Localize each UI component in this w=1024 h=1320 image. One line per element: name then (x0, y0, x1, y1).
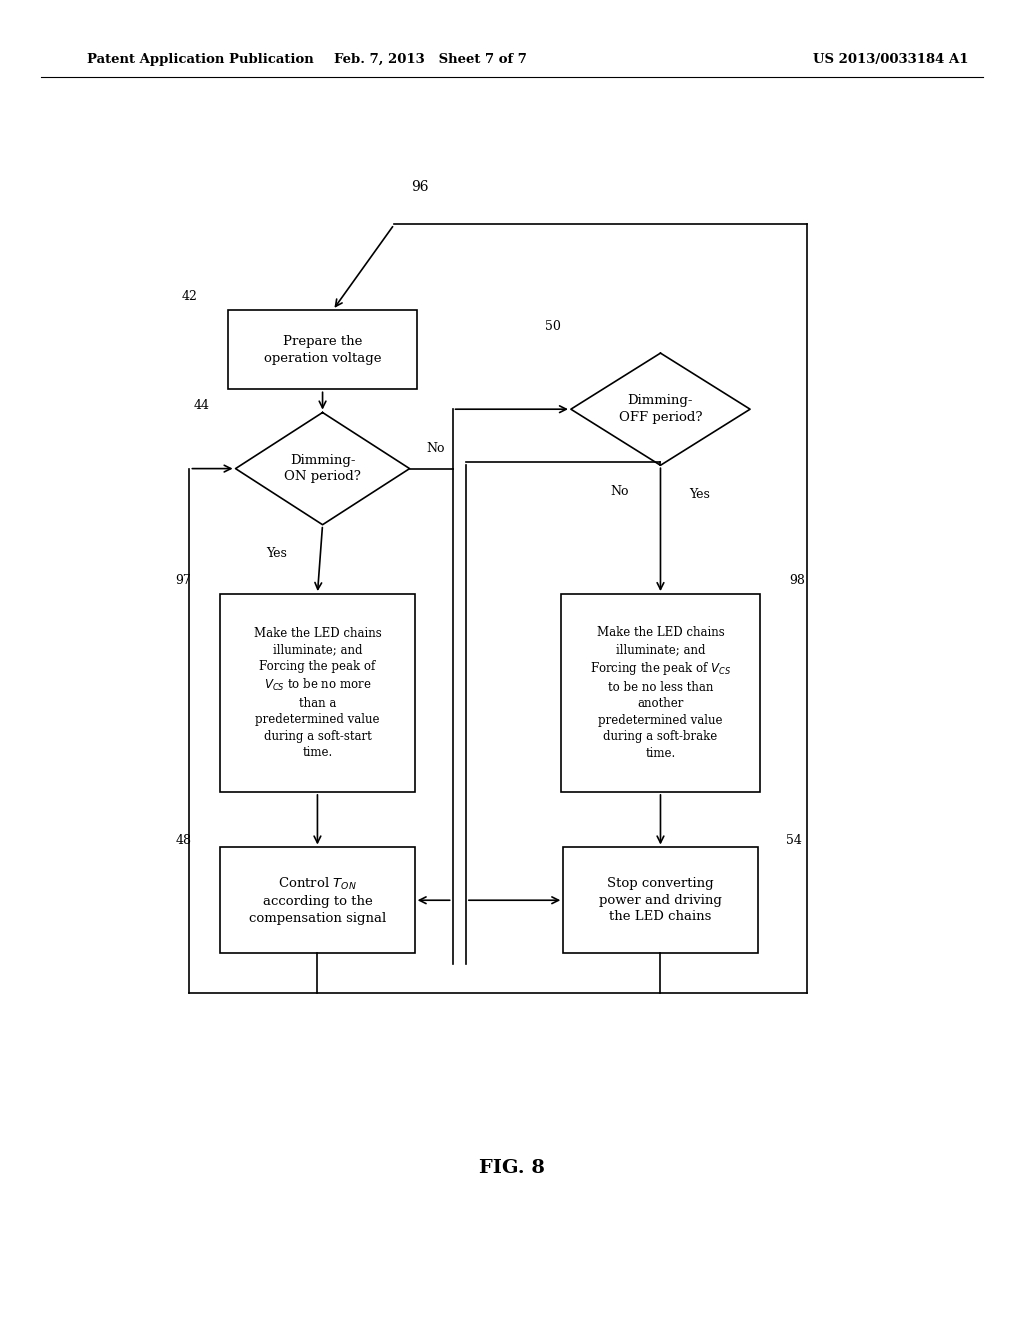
FancyBboxPatch shape (220, 847, 415, 953)
Text: Prepare the
operation voltage: Prepare the operation voltage (264, 335, 381, 364)
Text: 50: 50 (545, 321, 561, 333)
FancyBboxPatch shape (563, 847, 758, 953)
Text: 98: 98 (790, 574, 805, 587)
Text: Make the LED chains
illuminate; and
Forcing the peak of
$V_{CS}$ to be no more
t: Make the LED chains illuminate; and Forc… (254, 627, 381, 759)
Polygon shape (236, 412, 410, 524)
Polygon shape (571, 354, 750, 466)
FancyBboxPatch shape (220, 594, 415, 792)
Text: 54: 54 (786, 834, 803, 847)
Text: Yes: Yes (689, 488, 710, 500)
Text: FIG. 8: FIG. 8 (479, 1159, 545, 1177)
FancyBboxPatch shape (561, 594, 760, 792)
Text: Control $T_{ON}$
according to the
compensation signal: Control $T_{ON}$ according to the compen… (249, 875, 386, 925)
Text: Yes: Yes (266, 548, 287, 560)
Text: Dimming-
ON period?: Dimming- ON period? (284, 454, 361, 483)
Text: Patent Application Publication: Patent Application Publication (87, 53, 313, 66)
Text: Make the LED chains
illuminate; and
Forcing the peak of $V_{CS}$
to be no less t: Make the LED chains illuminate; and Forc… (590, 627, 731, 759)
Text: No: No (426, 442, 444, 455)
Text: US 2013/0033184 A1: US 2013/0033184 A1 (813, 53, 969, 66)
Text: No: No (610, 486, 629, 498)
Text: 97: 97 (176, 574, 191, 587)
Text: 42: 42 (181, 290, 197, 304)
Text: Dimming-
OFF period?: Dimming- OFF period? (618, 395, 702, 424)
Text: Feb. 7, 2013   Sheet 7 of 7: Feb. 7, 2013 Sheet 7 of 7 (334, 53, 526, 66)
Text: 48: 48 (175, 834, 191, 847)
FancyBboxPatch shape (227, 310, 418, 389)
Text: Stop converting
power and driving
the LED chains: Stop converting power and driving the LE… (599, 878, 722, 923)
Text: 96: 96 (411, 181, 429, 194)
Text: 44: 44 (194, 400, 210, 412)
